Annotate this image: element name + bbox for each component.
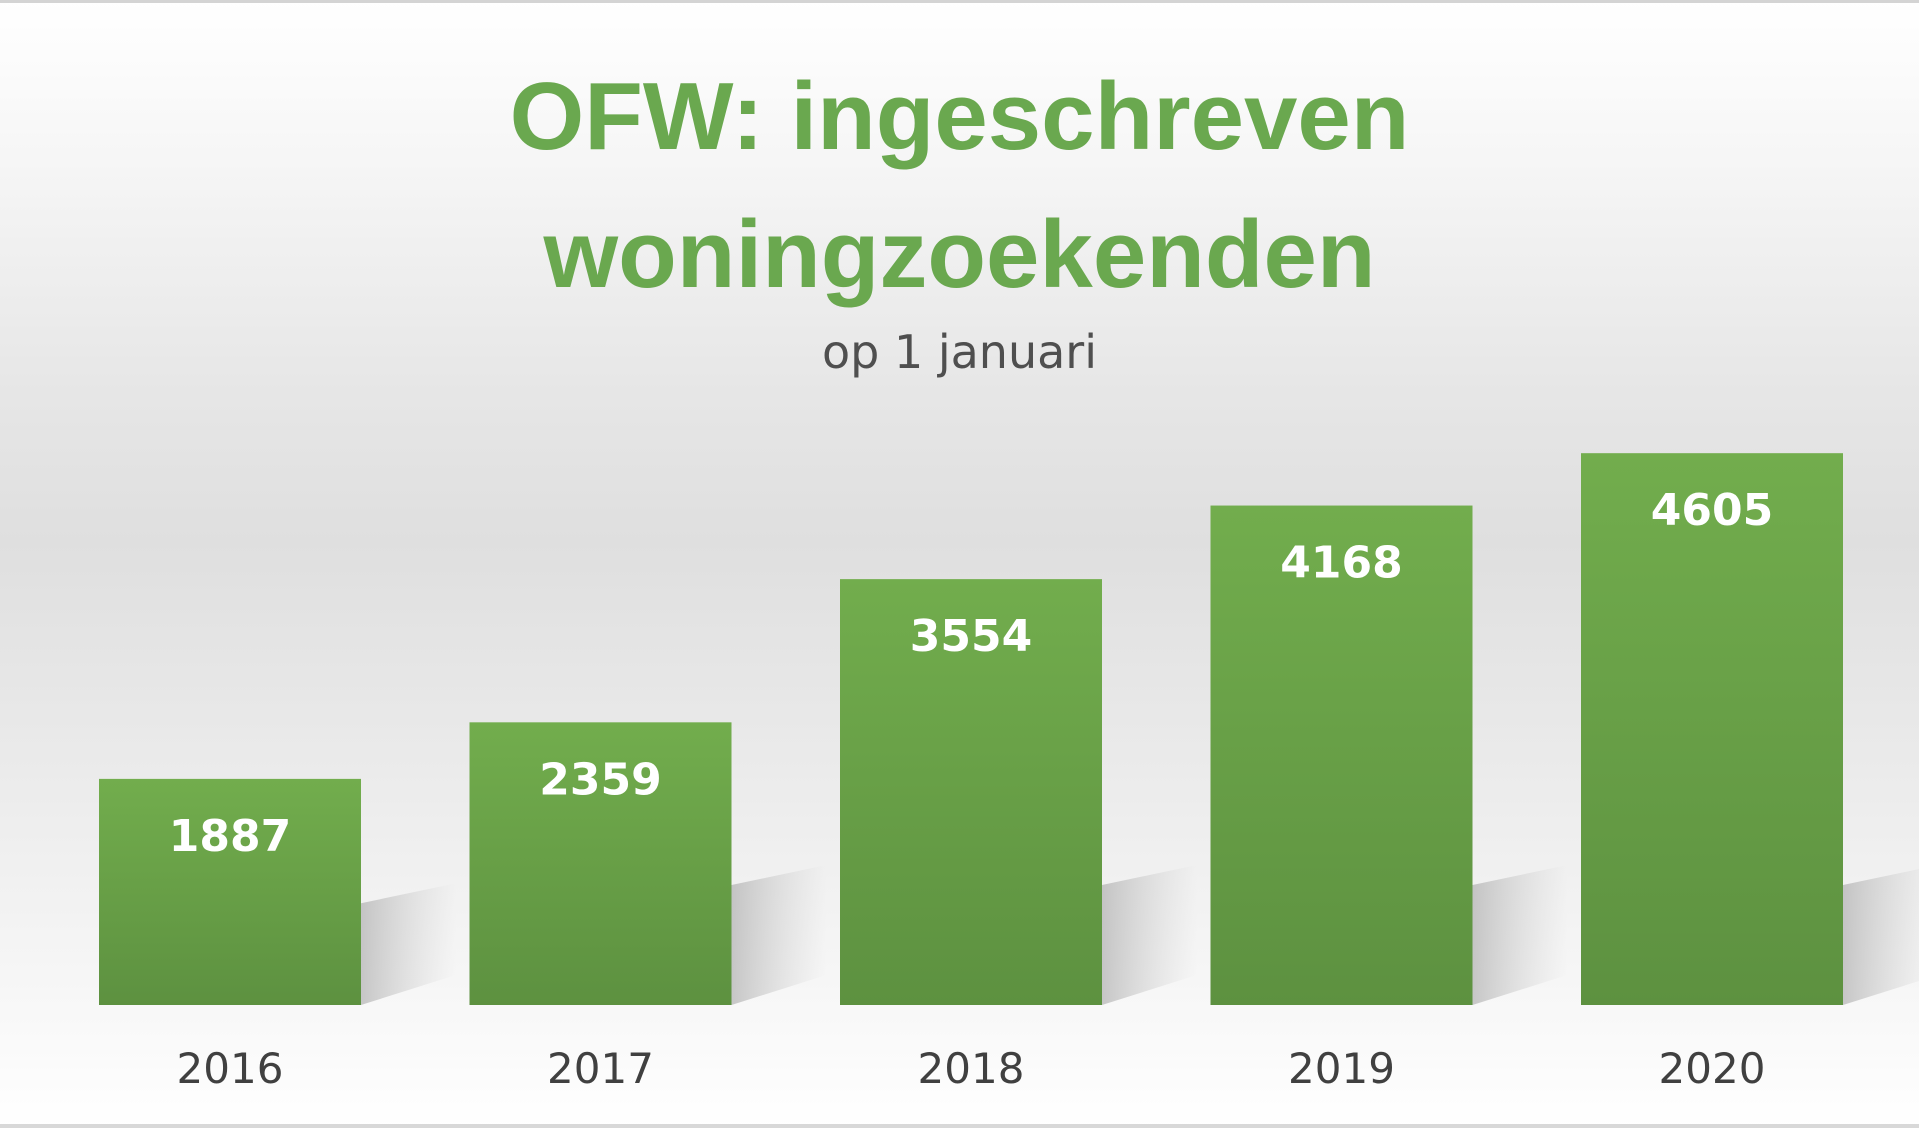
bar-shadow-2019: [1472, 865, 1568, 1005]
data-label-2018: 3554: [910, 611, 1032, 662]
bar-shadow-2017: [731, 865, 827, 1005]
x-tick-2017: 2017: [547, 1044, 654, 1093]
x-tick-2020: 2020: [1659, 1044, 1766, 1093]
bar-shadow-2018: [1102, 865, 1197, 1005]
chart-title-line-2: woningzoekenden: [543, 201, 1376, 308]
x-tick-labels: 2016 2017 2018 2019 2020: [177, 1044, 1766, 1093]
data-label-2020: 4605: [1651, 485, 1773, 536]
x-tick-2018: 2018: [918, 1044, 1025, 1093]
bars: [99, 453, 1843, 1005]
chart-title-line-1: OFW: ingeschreven: [509, 63, 1410, 170]
chart-subtitle: op 1 januari: [821, 325, 1097, 379]
bar-2018: [840, 579, 1102, 1005]
bar-2016: [99, 778, 361, 1005]
data-labels: 1887 2359 3554 4168 4605: [169, 485, 1773, 862]
data-label-2016: 1887: [169, 811, 291, 862]
bar-shadows: [361, 865, 1919, 1005]
data-label-2019: 4168: [1280, 538, 1402, 589]
bar-2019: [1210, 505, 1473, 1005]
data-label-2017: 2359: [539, 754, 661, 805]
bar-shadow-2016: [361, 883, 456, 1005]
x-tick-2016: 2016: [177, 1044, 284, 1093]
x-tick-2019: 2019: [1288, 1044, 1395, 1093]
bottom-border: [0, 1124, 1919, 1128]
bar-shadow-2020: [1843, 869, 1919, 1005]
top-border: [0, 0, 1919, 3]
bar-2020: [1581, 453, 1843, 1005]
bar-2017: [469, 722, 732, 1005]
